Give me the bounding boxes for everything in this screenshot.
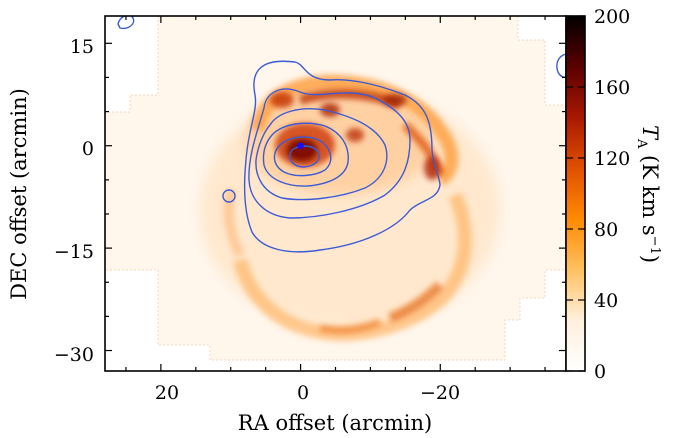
colorbar-tick-label: 200 (594, 6, 630, 28)
contour-level-4 (262, 122, 349, 187)
contour-level-6 (289, 145, 320, 168)
colorbar-gradient (565, 15, 586, 372)
colorbar-tick-label: 40 (594, 290, 618, 312)
colorbar-title-exp: −1 (647, 236, 662, 255)
y-tick-label-0: 0 (82, 138, 94, 160)
colorbar-tick-label: 120 (594, 148, 630, 170)
contour-level-1 (243, 60, 441, 253)
x-tick-label-20: 20 (155, 382, 179, 404)
colorbar-tick-label: 160 (594, 77, 630, 99)
colorbar-tick-label: 80 (594, 219, 618, 241)
x-axis-title: RA offset (arcmin) (238, 411, 432, 435)
colorbar-tick-labels: 0 40 80 120 160 200 (594, 6, 630, 383)
x-tick-label-0: 0 (297, 382, 309, 404)
axis-ticks (105, 16, 566, 371)
source-position-marker (297, 142, 304, 149)
contour-level-5 (273, 136, 332, 177)
contour-level-3 (255, 108, 388, 201)
x-tick-label-minus-20: −20 (420, 382, 460, 404)
contour-level-2 (248, 88, 411, 219)
contours (117, 16, 566, 253)
core-emission (270, 92, 440, 180)
plot-area (105, 16, 566, 371)
y-tick-label-minus-30: −30 (54, 344, 94, 366)
colorbar-title-close: ) (638, 255, 662, 263)
y-tick-label-minus-15: −15 (54, 241, 94, 263)
colorbar-title-sub: A (634, 138, 649, 149)
y-tick-labels: 15 0 −15 −30 (54, 36, 94, 366)
contour-island-left (222, 189, 236, 203)
x-tick-labels: 20 0 −20 (155, 382, 460, 404)
colorbar-title-units: (K km s (638, 148, 662, 235)
y-tick-label-15: 15 (70, 36, 94, 58)
colorbar: 0 40 80 120 160 200 TA (K km s−1) (565, 6, 662, 383)
colorbar-title-main: T (638, 125, 662, 141)
colorbar-title: TA (K km s−1) (634, 125, 662, 263)
y-axis-title: DEC offset (arcmin) (7, 88, 31, 300)
contour-island-top-left (117, 16, 135, 30)
colorbar-ticks (566, 15, 585, 372)
colorbar-tick-label: 0 (594, 361, 606, 383)
